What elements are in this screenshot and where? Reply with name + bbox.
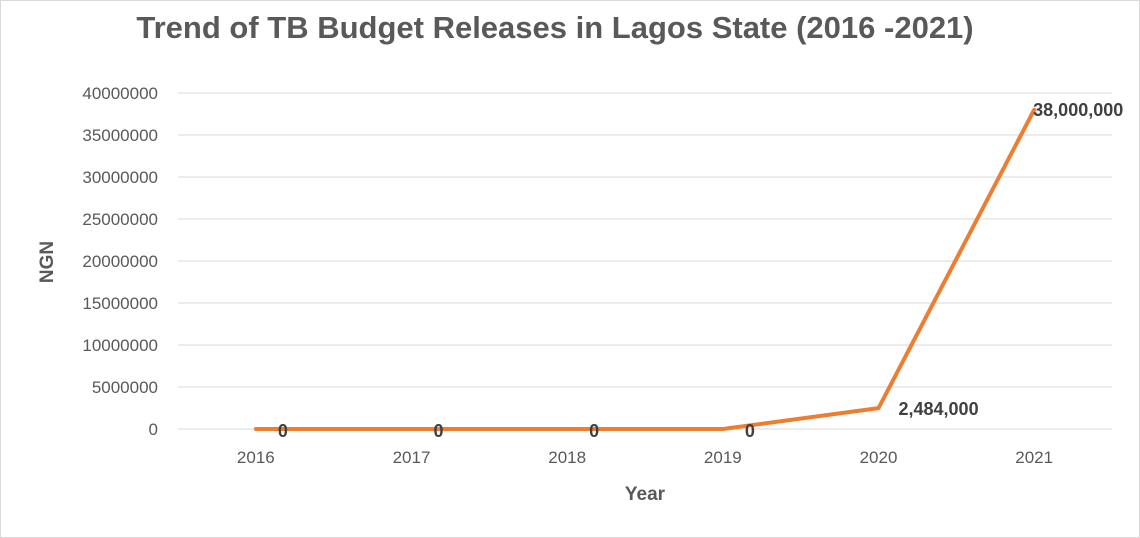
y-axis-tick-labels: 0 5000000 10000000 15000000 20000000 25000000… <box>82 84 158 439</box>
y-tick-label: 0 <box>149 420 158 439</box>
data-label: 0 <box>434 421 444 441</box>
x-tick-label: 2017 <box>393 448 431 467</box>
y-tick-label: 30000000 <box>82 168 158 187</box>
x-tick-label: 2018 <box>548 448 586 467</box>
chart-title: Trend of TB Budget Releases in Lagos Sta… <box>136 10 974 45</box>
data-label: 0 <box>278 421 288 441</box>
data-label: 2,484,000 <box>899 399 979 419</box>
data-label: 0 <box>589 421 599 441</box>
y-tick-label: 25000000 <box>82 210 158 229</box>
x-tick-label: 2021 <box>1015 448 1053 467</box>
y-tick-label: 10000000 <box>82 336 158 355</box>
x-axis-title: Year <box>625 484 666 505</box>
x-axis-tick-labels: 2016 2017 2018 2019 2020 2021 <box>237 448 1053 467</box>
y-tick-label: 40000000 <box>82 84 158 103</box>
data-label: 38,000,000 <box>1033 100 1123 120</box>
series-line-path <box>253 107 1037 431</box>
y-tick-label: 5000000 <box>92 378 158 397</box>
data-labels: 0 0 0 0 2,484,000 38,000,000 <box>278 100 1123 441</box>
x-tick-label: 2019 <box>704 448 742 467</box>
y-tick-label: 15000000 <box>82 294 158 313</box>
gridlines <box>178 92 1112 430</box>
x-tick-label: 2016 <box>237 448 275 467</box>
x-tick-label: 2020 <box>860 448 898 467</box>
y-tick-label: 20000000 <box>82 252 158 271</box>
data-label: 0 <box>745 421 755 441</box>
y-tick-label: 35000000 <box>82 126 158 145</box>
y-axis-title: NGN <box>37 241 58 283</box>
series-line <box>253 107 1037 431</box>
